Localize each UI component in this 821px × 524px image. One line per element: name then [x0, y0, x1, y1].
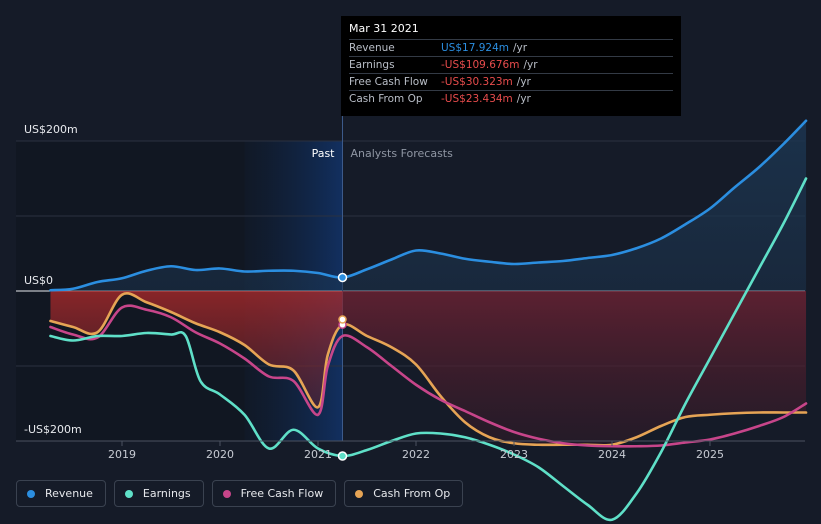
revenue-marker	[337, 272, 348, 283]
x-tick-label: 2024	[598, 448, 626, 461]
legend-item-cash-from-op[interactable]: Cash From Op	[344, 480, 464, 507]
tooltip-row-unit: /yr	[516, 93, 531, 105]
tooltip-row-unit: /yr	[523, 59, 538, 71]
revenue-area	[50, 120, 807, 291]
y-axis-label: -US$200m	[24, 423, 82, 436]
legend-item-revenue[interactable]: Revenue	[16, 480, 106, 507]
tooltip-row-earnings: Earnings -US$109.676m/yr	[349, 57, 673, 74]
x-tick-label: 2019	[108, 448, 136, 461]
x-tick-label: 2023	[500, 448, 528, 461]
tooltip-row-cash-from-op: Cash From Op -US$23.434m/yr	[349, 91, 673, 107]
cash-from-op-marker	[338, 315, 347, 324]
legend-item-earnings[interactable]: Earnings	[113, 480, 204, 507]
tooltip-row-value: -US$109.676m	[441, 59, 520, 71]
legend-label: Cash From Op	[373, 487, 451, 500]
tooltip-row-unit: /yr	[513, 42, 528, 54]
earnings-line[interactable]	[49, 177, 808, 522]
series-lines	[49, 119, 808, 522]
tooltip-row-revenue: Revenue US$17.924m/yr	[349, 40, 673, 57]
legend: Revenue Earnings Free Cash Flow Cash From O…	[16, 480, 464, 507]
legend-label: Free Cash Flow	[240, 487, 324, 500]
tooltip-row-unit: /yr	[516, 76, 531, 88]
y-axis-label: US$0	[24, 274, 53, 287]
y-axis-label: US$200m	[24, 123, 78, 136]
revenue-line[interactable]	[49, 119, 808, 292]
tooltip-row-label: Cash From Op	[349, 93, 423, 105]
legend-dot-icon	[27, 489, 35, 498]
tooltip-row-label: Free Cash Flow	[349, 76, 428, 88]
data-tooltip: Mar 31 2021 Revenue US$17.924m/yr Earnings…	[341, 16, 681, 116]
legend-dot-icon	[124, 489, 133, 498]
axis-labels: US$200m US$0 -US$200m Past Analysts Forecast…	[24, 123, 453, 436]
tooltip-row-value: -US$30.323m	[441, 76, 513, 88]
earnings-marker	[337, 451, 348, 461]
x-tick-label: 2022	[402, 448, 430, 461]
legend-label: Earnings	[142, 487, 191, 500]
legend-item-free-cash-flow[interactable]: Free Cash Flow	[211, 480, 337, 507]
tooltip-row-label: Revenue	[349, 42, 395, 54]
tooltip-row-free-cash-flow: Free Cash Flow -US$30.323m/yr	[349, 74, 673, 91]
tooltip-row-label: Earnings	[349, 59, 395, 71]
tooltip-row-value: -US$23.434m	[441, 93, 513, 105]
cash-from-op-area-past	[50, 291, 343, 408]
x-tick-label: 2021	[304, 448, 332, 461]
tooltip-row-value: US$17.924m	[441, 42, 509, 54]
legend-dot-icon	[355, 489, 364, 498]
x-axis: 2019 2020 2021 2022 2023 2024 2025	[16, 440, 805, 461]
legend-dot-icon	[222, 489, 231, 498]
legend-label: Revenue	[45, 487, 93, 500]
x-tick-label: 2020	[206, 448, 234, 461]
tooltip-date: Mar 31 2021	[349, 22, 673, 40]
highlight-markers	[337, 272, 348, 461]
forecast-label: Analysts Forecasts	[351, 147, 454, 160]
past-label: Past	[312, 147, 336, 160]
x-tick-label: 2025	[696, 448, 724, 461]
free-cash-flow-line[interactable]	[49, 304, 808, 448]
